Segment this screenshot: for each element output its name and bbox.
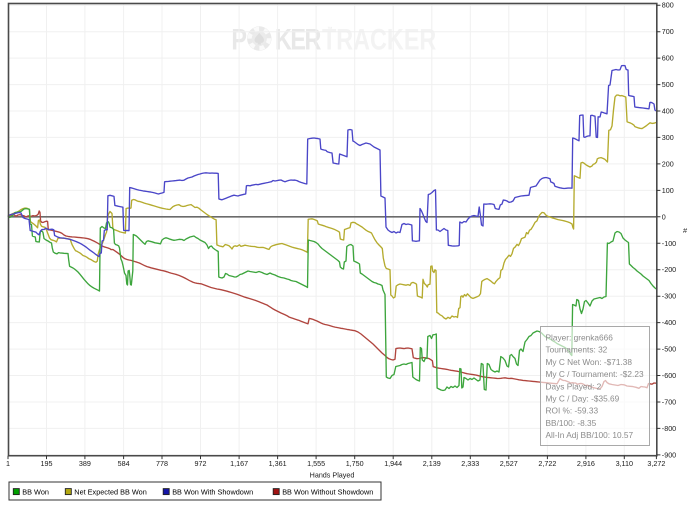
svg-text:KER: KER [275,23,321,56]
svg-text:972: 972 [195,459,207,468]
svg-text:My C / Day: -$35.69: My C / Day: -$35.69 [546,394,620,404]
svg-text:Days Played: 2: Days Played: 2 [546,381,602,391]
svg-text:800: 800 [662,1,674,10]
svg-text:TRACKER: TRACKER [322,23,436,56]
svg-text:Net Expected BB Won: Net Expected BB Won [74,487,146,496]
svg-text:Player: grenka666: Player: grenka666 [546,333,614,343]
svg-text:2,333: 2,333 [461,459,479,468]
svg-text:-500: -500 [662,345,676,354]
svg-text:All-In Adj BB/100: 10.57: All-In Adj BB/100: 10.57 [546,430,634,440]
svg-text:2,722: 2,722 [538,459,556,468]
svg-text:195: 195 [41,459,53,468]
svg-text:1: 1 [6,459,10,468]
svg-text:-100: -100 [662,239,676,248]
svg-text:500: 500 [662,80,674,89]
svg-text:0: 0 [662,212,666,221]
svg-text:Hands Played: Hands Played [310,471,355,480]
svg-text:-200: -200 [662,265,676,274]
svg-text:2,139: 2,139 [423,459,441,468]
svg-text:My C / Tournament: -$2.23: My C / Tournament: -$2.23 [546,369,644,379]
svg-text:600: 600 [662,54,674,63]
svg-text:™: ™ [327,27,333,33]
svg-text:2,527: 2,527 [500,459,518,468]
svg-text:-800: -800 [662,424,676,433]
svg-text:700: 700 [662,27,674,36]
svg-text:BB Won: BB Won [22,487,49,496]
svg-text:My C Net Won: -$71.38: My C Net Won: -$71.38 [546,357,633,367]
svg-text:Tournaments: 32: Tournaments: 32 [546,345,608,355]
svg-text:2,916: 2,916 [577,459,595,468]
svg-text:1,750: 1,750 [346,459,364,468]
svg-text:584: 584 [118,459,130,468]
svg-text:3,110: 3,110 [616,459,633,468]
svg-text:1,361: 1,361 [269,459,287,468]
svg-text:-400: -400 [662,318,676,327]
svg-text:-600: -600 [662,371,676,380]
svg-text:-300: -300 [662,292,676,301]
svg-text:389: 389 [79,459,91,468]
svg-text:#: # [683,226,688,235]
svg-text:BB Won With Showdown: BB Won With Showdown [172,487,253,496]
svg-text:1,555: 1,555 [307,459,325,468]
svg-text:-700: -700 [662,398,676,407]
svg-text:BB/100: -8.35: BB/100: -8.35 [546,418,597,428]
svg-text:200: 200 [662,159,674,168]
svg-text:3,272: 3,272 [647,459,665,468]
svg-text:1,944: 1,944 [384,459,402,468]
svg-text:100: 100 [662,186,674,195]
svg-text:ROI %: -59.33: ROI %: -59.33 [546,406,599,416]
svg-text:400: 400 [662,107,674,116]
svg-text:BB Won Without Showdown: BB Won Without Showdown [282,487,373,496]
svg-text:778: 778 [156,459,168,468]
svg-text:1,167: 1,167 [230,459,248,468]
svg-text:-900: -900 [662,450,676,459]
svg-text:300: 300 [662,133,674,142]
